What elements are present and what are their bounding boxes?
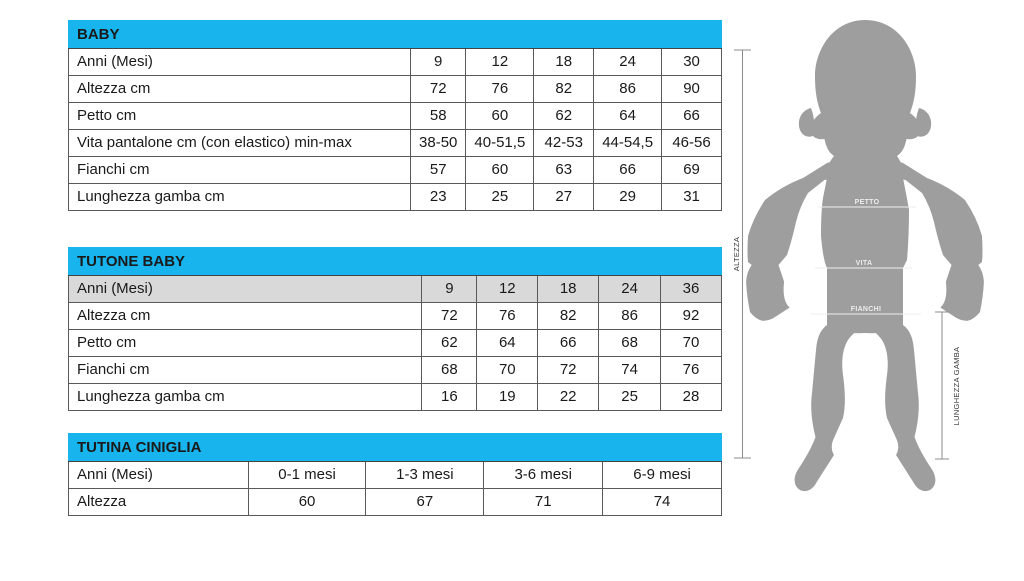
svg-text:ALTEZZA: ALTEZZA (732, 237, 741, 271)
svg-text:PETTO: PETTO (855, 199, 880, 206)
svg-text:VITA: VITA (856, 260, 873, 267)
svg-text:LUNGHEZZA GAMBA: LUNGHEZZA GAMBA (952, 347, 961, 426)
svg-text:FIANCHI: FIANCHI (851, 306, 882, 313)
